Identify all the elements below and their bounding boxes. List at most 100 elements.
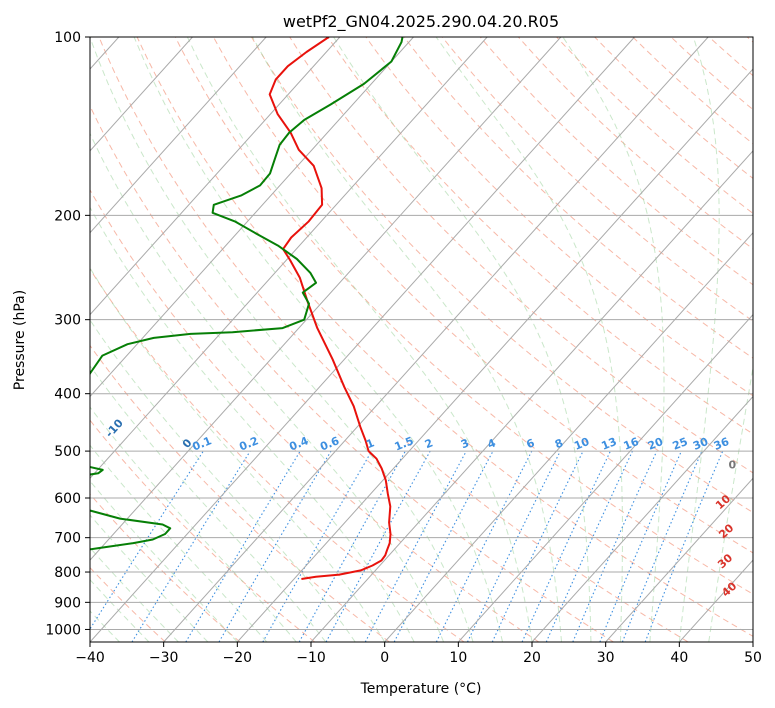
isotherm-line xyxy=(310,150,753,642)
mixing-ratio-line xyxy=(185,450,301,642)
dry-adiabat-line xyxy=(365,37,753,397)
mixing-ratio-line xyxy=(90,450,204,630)
moist-adiabat-line xyxy=(90,206,415,642)
dry-adiabat-line xyxy=(746,37,753,43)
mixing-ratio-line xyxy=(545,450,633,642)
dry-adiabat-line xyxy=(98,37,689,642)
y-tick-label: 400 xyxy=(54,387,81,403)
mixing-ratio-label: 20 xyxy=(646,435,665,453)
isotherm-line xyxy=(90,37,341,316)
dry-adiabat-line xyxy=(174,37,753,595)
dry-adiabat-line xyxy=(90,268,465,642)
moist-adiabat-label: 10 xyxy=(713,492,733,512)
mixing-ratio-label: 30 xyxy=(691,435,710,453)
isotherm-line xyxy=(678,559,753,642)
mixing-ratio-line xyxy=(393,450,494,642)
mixing-ratio-line xyxy=(599,450,682,642)
moist-adiabat-line xyxy=(435,37,623,642)
x-tick-label: 0 xyxy=(380,650,389,666)
y-tick-label: 800 xyxy=(54,565,81,581)
isotherm-line xyxy=(90,37,414,398)
x-tick-label: −20 xyxy=(223,650,253,666)
mixing-ratio-label: 36 xyxy=(712,435,731,453)
y-tick-label: 1000 xyxy=(45,622,81,638)
isotherm-line xyxy=(90,37,562,561)
x-tick-label: −40 xyxy=(75,650,105,666)
isotherm-line xyxy=(531,395,753,642)
moist-adiabat-line xyxy=(90,444,268,642)
moist-adiabat-line xyxy=(90,319,356,642)
mixing-ratio-line xyxy=(364,450,467,642)
dry-adiabat-line xyxy=(251,37,753,514)
mixing-ratio-line xyxy=(521,450,611,642)
chart-title: wetPf2_GN04.2025.290.04.20.R05 xyxy=(283,12,559,32)
x-axis-label: Temperature (°C) xyxy=(360,681,482,697)
mixing-ratio-line xyxy=(218,450,332,642)
dewpoint-profile-line xyxy=(90,37,404,551)
dry-adiabat-line xyxy=(632,37,753,145)
isotherm-line xyxy=(163,37,709,642)
y-tick-label: 300 xyxy=(54,313,81,329)
mixing-ratio-label: 13 xyxy=(600,435,619,453)
moist-adiabat-line xyxy=(252,37,562,642)
dry-adiabat-line xyxy=(136,37,753,637)
mixing-ratio-line xyxy=(491,450,584,642)
moist-adiabat-line xyxy=(90,37,474,642)
mixing-ratio-line xyxy=(131,450,251,642)
dry-adiabat-line xyxy=(594,37,753,180)
mixing-ratio-label: 8 xyxy=(553,436,565,451)
mixing-ratio-label: 2 xyxy=(423,436,435,451)
dry-adiabat-label: -20 xyxy=(26,392,49,416)
isotherm-line xyxy=(457,313,753,642)
x-tick-label: 40 xyxy=(670,650,688,666)
x-tick-label: −30 xyxy=(149,650,179,666)
dry-adiabat-line xyxy=(670,37,753,111)
y-tick-label: 500 xyxy=(54,444,81,460)
moist-adiabat-label: 20 xyxy=(716,521,736,541)
mixing-ratio-label: 6 xyxy=(525,436,537,451)
y-tick-label: 900 xyxy=(54,595,81,611)
dry-adiabat-label: -10 xyxy=(103,416,126,440)
dry-adiabat-line xyxy=(90,188,540,642)
y-axis-label: Pressure (hPa) xyxy=(12,290,28,390)
isotherm-line xyxy=(90,37,193,152)
isotherm-line xyxy=(90,37,267,234)
dry-adiabat-line xyxy=(212,37,753,554)
moist-adiabat-line xyxy=(90,480,238,642)
x-tick-label: −10 xyxy=(296,650,326,666)
moist-adiabat-line xyxy=(90,132,445,642)
dry-adiabat-line xyxy=(556,37,753,215)
moist-adiabat-line xyxy=(562,37,665,642)
dry-adiabat-line xyxy=(479,37,753,286)
dry-adiabat-line xyxy=(327,37,753,435)
mixing-ratio-line xyxy=(298,450,406,642)
mixing-ratio-line xyxy=(262,450,373,642)
y-tick-label: 100 xyxy=(54,30,81,46)
dry-adiabat-line xyxy=(90,419,316,642)
x-tick-label: 20 xyxy=(523,650,541,666)
moist-adiabat-line xyxy=(133,37,503,642)
isotherm-line xyxy=(236,68,753,642)
isotherm-line xyxy=(752,641,753,642)
moist-adiabat-label: 40 xyxy=(719,579,739,599)
moist-adiabat-line xyxy=(90,406,297,642)
dry-adiabat-line xyxy=(289,37,753,474)
y-tick-label: 700 xyxy=(54,531,81,547)
mixing-ratio-label: 16 xyxy=(622,435,641,453)
y-tick-label: 600 xyxy=(54,491,81,507)
dry-adiabat-line xyxy=(90,493,241,642)
mixing-ratio-label: 4 xyxy=(486,436,498,451)
moist-adiabat-label: 30 xyxy=(715,551,735,571)
isotherm-line xyxy=(90,37,488,480)
mixing-ratio-line xyxy=(467,450,561,642)
y-tick-label: 200 xyxy=(54,208,81,224)
moist-adiabat-line xyxy=(708,364,753,642)
plot-frame xyxy=(89,36,754,643)
mixing-ratio-label: 3 xyxy=(459,436,471,451)
moist-adiabat-line xyxy=(90,365,327,642)
mixing-ratio-line xyxy=(325,450,431,642)
moist-adiabat-line xyxy=(333,37,592,642)
moist-adiabat-line xyxy=(90,267,386,642)
isotherm-line xyxy=(605,477,753,642)
